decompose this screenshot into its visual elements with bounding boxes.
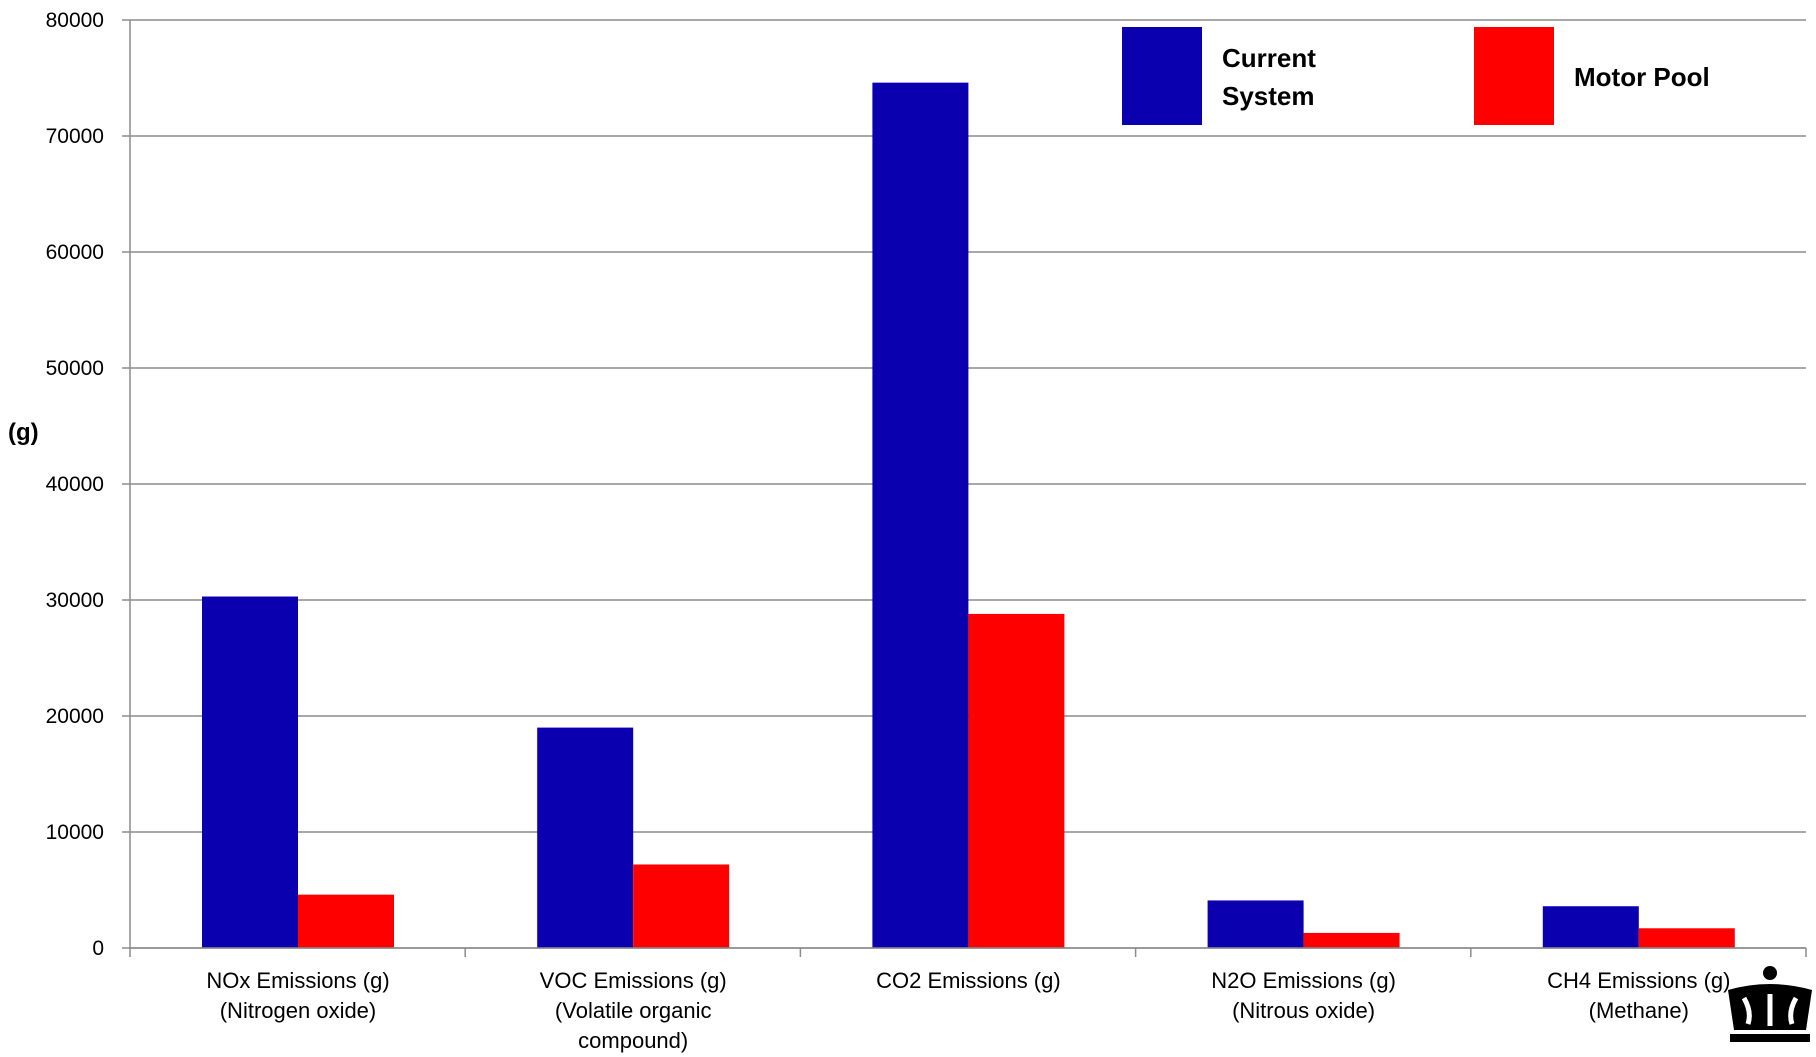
bar [1303,932,1400,948]
legend-swatch [1474,27,1554,125]
bar [1638,928,1735,948]
bar [202,596,298,948]
y-tick-labels: 0 10000 20000 30000 40000 50000 60000 70000 8000… [46,9,104,960]
legend: Current System Motor Pool [1122,27,1710,125]
x-category-label: N2O Emissions (g) (Nitrous oxide) [1211,968,1396,1023]
legend-swatch [1122,27,1202,125]
crown-icon [1728,966,1812,1042]
y-tick-label: 70000 [46,125,104,148]
bar [537,727,634,948]
bars [202,82,1735,948]
x-category-label: NOx Emissions (g) (Nitrogen oxide) [206,968,389,1023]
axes [122,19,1807,957]
x-category-label: CO2 Emissions (g) [876,968,1061,993]
y-tick-label: 10000 [46,821,104,844]
y-tick-label: 50000 [46,357,104,380]
bar [872,82,969,948]
x-category-labels: NOx Emissions (g) (Nitrogen oxide) VOC Emi… [206,968,1730,1053]
y-tick-label: 0 [92,937,104,960]
bar [633,864,730,948]
bar [1542,906,1639,948]
y-tick-label: 80000 [46,9,104,32]
bar [968,613,1065,948]
y-tick-label: 60000 [46,241,104,264]
y-tick-label: 30000 [46,589,104,612]
bar [298,894,394,948]
legend-label: Current System [1222,43,1316,111]
y-tick-label: 20000 [46,705,104,728]
bar [1207,900,1304,948]
y-axis-label: (g) [8,419,39,446]
x-category-label: VOC Emissions (g) (Volatile organic compou… [540,968,727,1053]
x-category-label: CH4 Emissions (g) (Methane) [1547,968,1730,1023]
legend-label: Motor Pool [1574,62,1710,92]
y-tick-label: 40000 [46,473,104,496]
